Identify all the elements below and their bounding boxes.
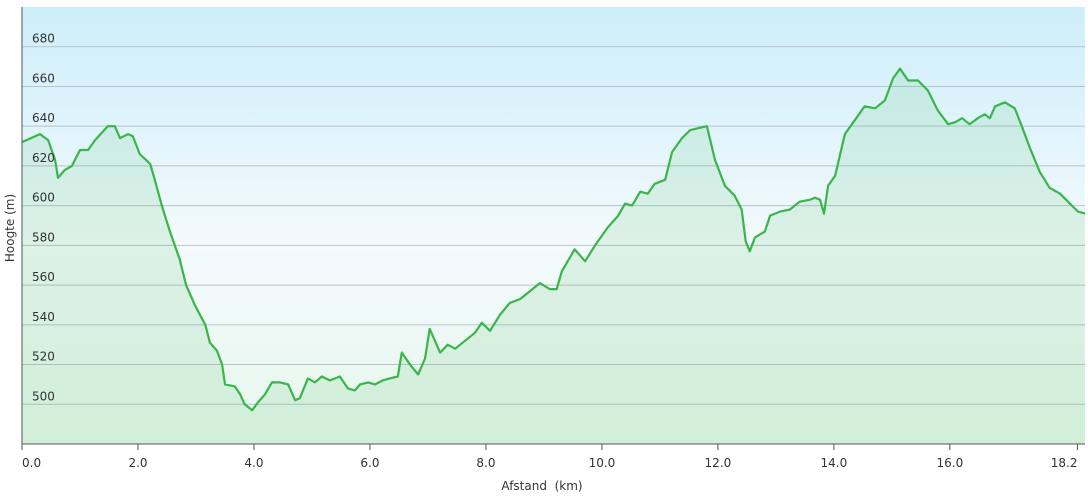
x-tick-label: 8.0	[476, 456, 495, 470]
x-tick-label: 12.0	[705, 456, 732, 470]
elevation-line	[21, 67, 1086, 412]
y-tick-label: 640	[32, 111, 55, 125]
x-tick-label: 16.0	[937, 456, 964, 470]
y-tick-label: 660	[32, 71, 55, 85]
x-axis-title: Afstand (km)	[501, 479, 582, 493]
grid	[22, 46, 1085, 405]
y-axis-title: Hoogte (m)	[3, 194, 17, 262]
y-tick-label: 520	[32, 350, 55, 364]
y-tick-label: 560	[32, 270, 55, 284]
series	[21, 67, 1086, 444]
x-tick-label: 4.0	[244, 456, 263, 470]
y-tick-label: 620	[32, 151, 55, 165]
x-tick-label: 10.0	[589, 456, 616, 470]
y-tick-label: 600	[32, 191, 55, 205]
x-tick-label: 18.2	[1051, 456, 1078, 470]
y-tick-label: 500	[32, 389, 55, 403]
y-tick-label: 680	[32, 32, 55, 46]
y-tick-label: 540	[32, 310, 55, 324]
x-tick-label: 2.0	[128, 456, 147, 470]
x-tick-label: 0.0	[22, 456, 41, 470]
ticks: 500 520 540 560 580 600 620 640 660 680 0.0 2.0 4.0 6…	[21, 32, 1078, 470]
area-fill	[22, 68, 1085, 444]
x-tick-label: 6.0	[360, 456, 379, 470]
y-tick-label: 580	[32, 230, 55, 244]
x-tick-label: 14.0	[821, 456, 848, 470]
